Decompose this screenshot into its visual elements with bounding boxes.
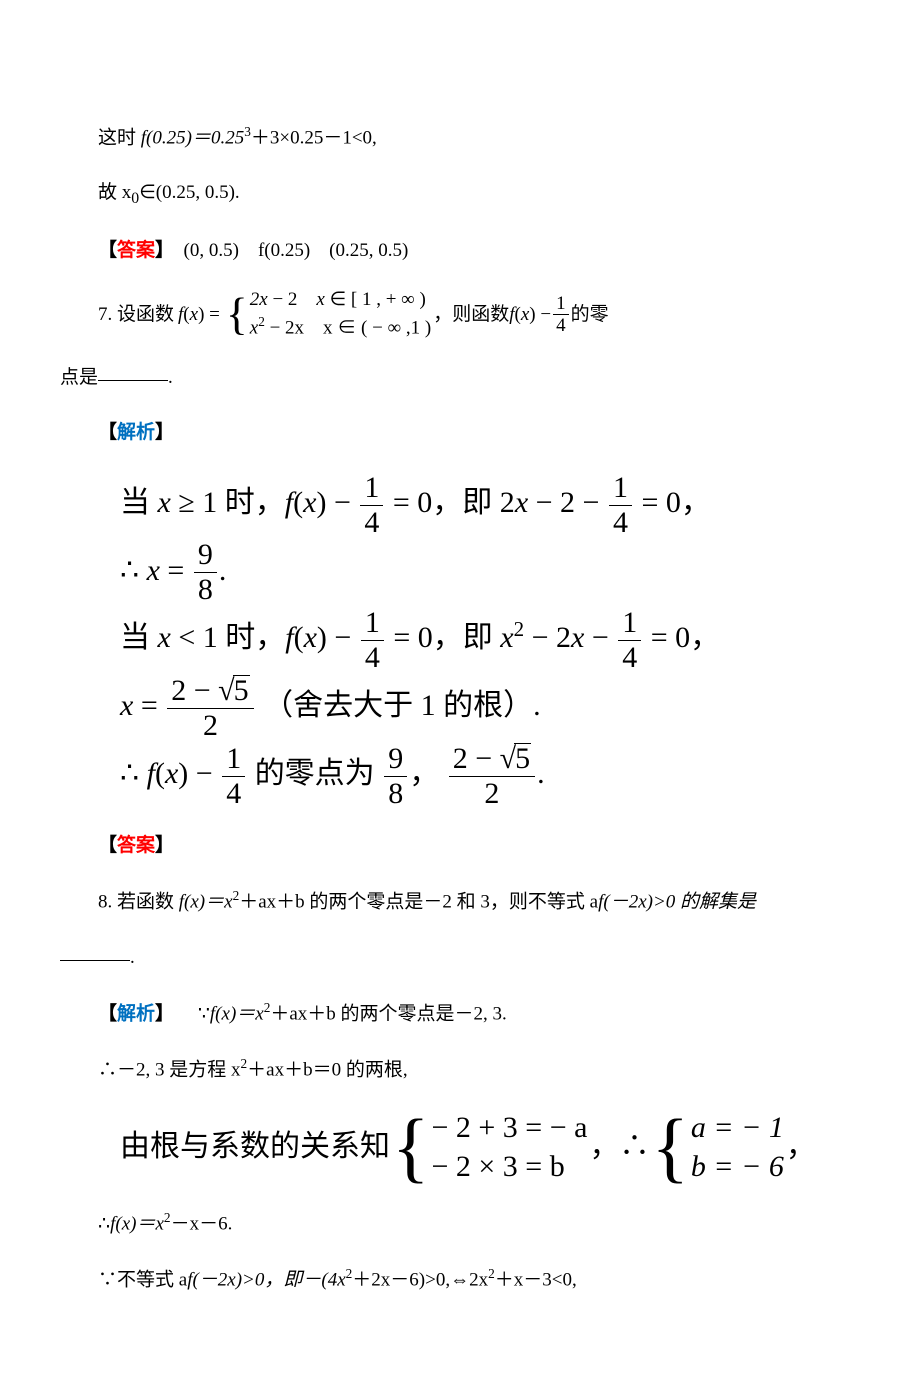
left-brace-icon: { [226, 296, 248, 332]
fill-blank [60, 943, 130, 961]
sol-line-2: ∴ x = 98. [120, 538, 860, 606]
analysis-word: 解析 [117, 1003, 155, 1024]
text: 故 x [98, 182, 131, 203]
q7-fx2: f(x) − [509, 297, 551, 333]
answer-label-2: 【答案】 [60, 828, 860, 864]
text: 这时 [98, 127, 141, 148]
dot: . [130, 947, 135, 968]
sub: 0 [131, 190, 139, 207]
piecewise-brace: { 2x − 2 x ∈ [ 1 , + ∞ ) x2 − 2x x ∈ ( −… [226, 288, 431, 341]
fraction-1-4: 1 4 [551, 294, 571, 335]
res-l1: a = − 1 [691, 1108, 784, 1147]
dot: . [168, 367, 173, 388]
vieta-pre: 由根与系数的关系知 [120, 1114, 390, 1180]
piece-1: 2x − 2 x ∈ [ 1 , + ∞ ) [250, 288, 431, 313]
vieta-l2: − 2 × 3 = b [431, 1147, 587, 1186]
vieta-brace-1: { − 2 + 3 = − a − 2 × 3 = b [392, 1108, 587, 1186]
solution-8-line-1: 【解析】 ∵f(x)＝x2＋ax＋b 的两个零点是－2, 3. [60, 995, 860, 1032]
vieta-brace-2: { a = − 1 b = − 6 [651, 1108, 783, 1186]
piece-2: x2 − 2x x ∈ ( − ∞ ,1 ) [250, 313, 431, 341]
intro-line-2: 故 x0∈(0.25, 0.5). [60, 175, 860, 214]
q7-fx: f(x) = [178, 297, 220, 333]
fill-blank [98, 363, 168, 381]
question-7-tail: 点是. [60, 360, 860, 396]
sol-line-1: 当 x ≥ 1 时，f(x) − 14 = 0，即 2x − 2 − 14 = … [120, 470, 860, 538]
question-7: 7. 设函数 f(x) = { 2x − 2 x ∈ [ 1 , + ∞ ) x… [98, 288, 860, 341]
sol-line-5: ∴ f(x) − 14 的零点为 98， 2 − 5 2 . [120, 741, 860, 809]
question-8: 8. 若函数 f(x)＝x2＋ax＋b 的两个零点是－2 和 3，则不等式 af… [60, 883, 860, 920]
math: f(－2x)>0 的解集是 [598, 892, 756, 913]
because: ∵ [198, 1003, 210, 1024]
solution-8-line-4: ∵不等式 af(－2x)>0，即－(4x2＋2x－6)>0,⇔2x2＋x－3<0… [60, 1261, 860, 1298]
math: f(0.25)＝0.25 [141, 127, 244, 148]
solution-7: 当 x ≥ 1 时，f(x) − 14 = 0，即 2x − 2 − 14 = … [120, 470, 860, 809]
res-tail: ， [786, 1114, 816, 1180]
answer-word: 答案 [117, 240, 155, 261]
q7-mid: ，则函数 [433, 297, 509, 333]
left-brace-icon: { [392, 1116, 429, 1178]
therefore: ，∴ [589, 1114, 649, 1180]
math: f(x)＝x [179, 892, 233, 913]
intro-answer: 【答案】 (0, 0.5) f(0.25) (0.25, 0.5) [60, 233, 860, 269]
q7-label: 7. 设函数 [98, 297, 174, 333]
answer-text: (0, 0.5) f(0.25) (0.25, 0.5) [165, 240, 409, 261]
sol-line-4: x = 2 − 5 2 （舍去大于 1 的根）. [120, 673, 860, 741]
analysis-word: 解析 [117, 422, 155, 443]
vieta-line: 由根与系数的关系知 { − 2 + 3 = − a − 2 × 3 = b ，∴… [120, 1108, 860, 1186]
sol-line-3: 当 x < 1 时，f(x) − 14 = 0，即 x2 − 2x − 14 =… [120, 605, 860, 673]
left-brace-icon: { [651, 1116, 688, 1178]
q7-tail: 的零 [571, 297, 609, 333]
vieta-l1: − 2 + 3 = − a [431, 1108, 587, 1147]
question-8-tail: . [60, 940, 860, 976]
math: ＋3×0.25－1<0, [251, 127, 377, 148]
math: ＋ax＋b 的两个零点是－2 和 3，则不等式 a [239, 892, 598, 913]
answer-label: 【答案】 [98, 240, 165, 261]
res-l2: b = − 6 [691, 1147, 784, 1186]
answer-word: 答案 [117, 835, 155, 856]
sup: 3 [244, 124, 251, 139]
math: ∈(0.25, 0.5). [139, 182, 239, 203]
solution-8-line-2: ∴－2, 3 是方程 x2＋ax＋b＝0 的两根, [60, 1051, 860, 1088]
text: 点是 [60, 367, 98, 388]
text: 8. 若函数 [98, 892, 179, 913]
solution-8-line-3: ∴f(x)＝x2－x－6. [60, 1205, 860, 1242]
intro-line-1: 这时 f(0.25)＝0.253＋3×0.25－1<0, [60, 119, 860, 156]
analysis-label: 【解析】 [60, 415, 860, 451]
